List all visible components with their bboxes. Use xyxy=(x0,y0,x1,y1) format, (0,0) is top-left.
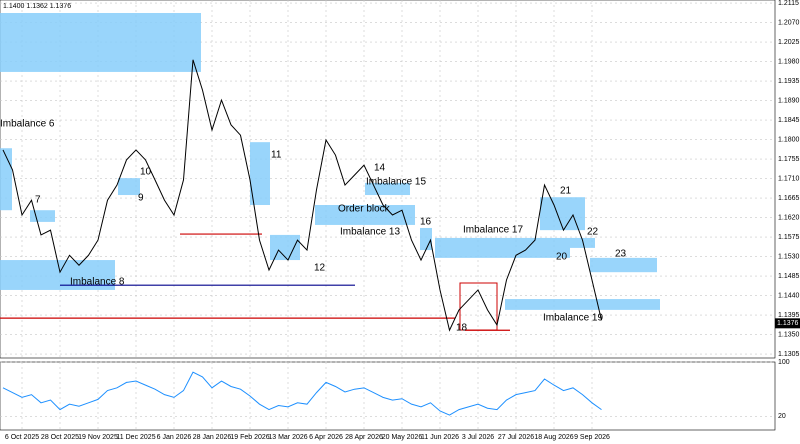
x-tick-label: 19 Feb 2026 xyxy=(230,434,269,441)
zone-label: Imbalance 8 xyxy=(70,277,125,288)
range-box xyxy=(459,282,498,331)
zone-label: 23 xyxy=(615,249,627,260)
zone-label: 10 xyxy=(140,167,152,178)
price-line xyxy=(2,59,602,332)
x-tick-label: 6 Jan 2026 xyxy=(157,434,192,441)
zone xyxy=(315,205,415,225)
zone-label: Order block xyxy=(338,204,391,215)
y-tick-label: 1.1935 xyxy=(778,78,800,85)
y-tick-label: 1.1665 xyxy=(778,195,800,202)
y-tick-label: 1.1305 xyxy=(778,351,800,358)
zone-label: Imbalance 17 xyxy=(463,225,523,236)
x-tick-label: 3 Jul 2026 xyxy=(462,434,494,441)
zone xyxy=(0,148,12,211)
zone xyxy=(30,210,55,222)
zone xyxy=(570,237,595,248)
zone-label: 14 xyxy=(374,163,386,174)
y-tick-label: 1.1800 xyxy=(778,136,800,143)
zone xyxy=(250,142,270,206)
y-tick-label: 1.1620 xyxy=(778,214,800,221)
zone xyxy=(590,257,657,273)
zone-label: 16 xyxy=(420,217,432,228)
x-tick-label: 28 Apr 2026 xyxy=(345,434,383,441)
zone xyxy=(540,197,585,231)
zone xyxy=(365,182,410,196)
y-tick-label: 1.1485 xyxy=(778,273,800,280)
y-tick-label: 1.1980 xyxy=(778,58,800,65)
zone-label: 20 xyxy=(556,252,568,263)
y-tick-label: 1.1755 xyxy=(778,156,800,163)
y-tick-label: 1.1710 xyxy=(778,175,800,182)
y-tick-label: 1.1350 xyxy=(778,331,800,338)
y-tick-label: 1.1440 xyxy=(778,292,800,299)
y-tick-label: 1.1530 xyxy=(778,253,800,260)
last-price-box xyxy=(775,318,800,329)
header-ohlc: 1.1400 1.1362 1.1376 xyxy=(3,3,71,10)
y-tick-label: 1.1845 xyxy=(778,117,800,124)
zone xyxy=(420,227,432,251)
x-tick-label: 11 Dec 2025 xyxy=(116,434,155,441)
zone-label: 9 xyxy=(138,193,144,204)
zone-label: Imbalance 6 xyxy=(0,119,55,130)
oscillator-panel xyxy=(0,361,776,431)
zone-label: 22 xyxy=(587,227,599,238)
x-tick-label: 28 Jan 2026 xyxy=(193,434,232,441)
x-tick-label: 28 Oct 2025 xyxy=(41,434,79,441)
zone xyxy=(270,234,300,261)
zone-label: 18 xyxy=(456,323,468,334)
zone xyxy=(118,178,140,196)
x-tick-label: 11 Jun 2026 xyxy=(421,434,459,441)
x-tick-label: 18 Aug 2026 xyxy=(534,434,573,441)
x-tick-label: 20 May 2026 xyxy=(382,434,423,441)
zone-label: 12 xyxy=(314,263,326,274)
x-tick-label: 9 Sep 2026 xyxy=(574,434,610,441)
y-tick-label: 1.1890 xyxy=(778,97,800,104)
x-tick-label: 19 Nov 2025 xyxy=(78,434,118,441)
zone xyxy=(505,299,660,310)
zone-label: 11 xyxy=(271,150,282,161)
zone-label: 7 xyxy=(35,195,41,206)
y-tick-label: 1.2025 xyxy=(778,39,800,46)
zone-label: Imbalance 13 xyxy=(340,227,400,238)
y-tick-label: 1.2115 xyxy=(778,0,799,7)
y-tick-label: 1.1575 xyxy=(778,234,800,241)
oscillator-line xyxy=(2,371,602,416)
last-price-label: 1.1376 xyxy=(777,320,799,327)
zone xyxy=(0,13,201,72)
x-tick-label: 27 Jul 2026 xyxy=(498,434,534,441)
y-tick-label: 100 xyxy=(778,359,790,366)
zone-label: Imbalance 19 xyxy=(543,313,603,324)
zone-label: 21 xyxy=(560,186,572,197)
x-tick-label: 6 Apr 2026 xyxy=(309,434,343,441)
y-tick-label: 1.1395 xyxy=(778,312,800,319)
zone xyxy=(435,237,570,258)
x-tick-label: 13 Mar 2026 xyxy=(268,434,307,441)
zone-label: Imbalance 15 xyxy=(366,177,426,188)
y-tick-label: 20 xyxy=(778,413,786,420)
x-tick-label: 6 Oct 2025 xyxy=(5,434,39,441)
y-tick-label: 1.2070 xyxy=(778,19,800,26)
